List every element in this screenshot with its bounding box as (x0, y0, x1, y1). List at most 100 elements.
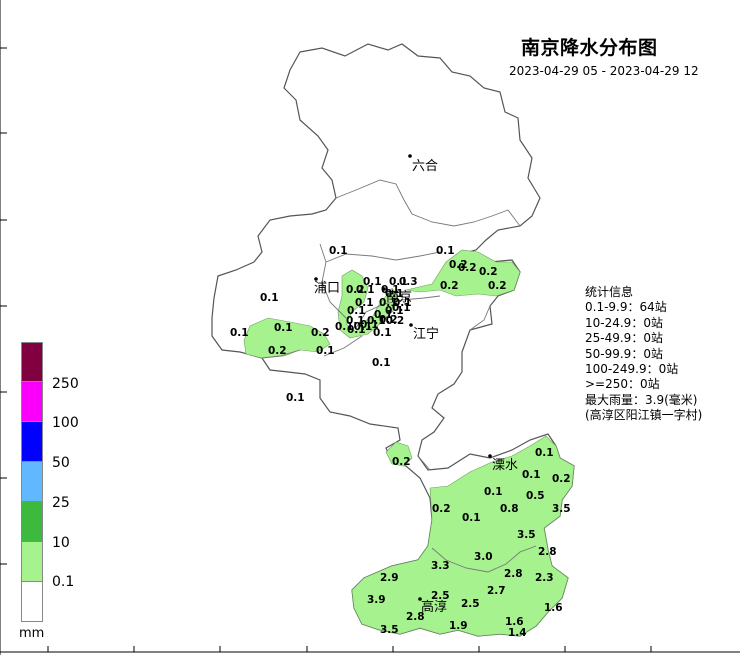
stats-heading: 统计信息 (585, 285, 634, 299)
stats-line: 最大雨量：3.9(毫米) (585, 392, 698, 407)
rain-value-label: 0.1 (389, 276, 408, 288)
stats-line: 0.1-9.9：64站 (585, 300, 667, 315)
rain-value-label: 0.3 (399, 276, 418, 288)
rain-value-label: 0.2 (458, 262, 477, 274)
rain-areas (243, 249, 575, 637)
rain-value-label: 0.2 (552, 473, 571, 485)
rain-value-label: 0.2 (379, 314, 398, 326)
rain-value-label: 3.5 (517, 529, 536, 541)
color-legend (21, 342, 43, 622)
rain-value-label: 0.1 (436, 245, 455, 257)
rain-value-label: 0.2 (346, 284, 365, 296)
legend-label: 25 (52, 495, 70, 511)
rain-value-label: 0.1 (347, 324, 366, 336)
legend-swatch (21, 582, 43, 622)
rain-value-label: 0.1 (286, 392, 305, 404)
rain-value-label: 1.6 (544, 602, 563, 614)
city-label: 南京 (386, 289, 412, 305)
rain-area-lishui-west (385, 441, 413, 467)
legend-label: 50 (52, 455, 70, 471)
city-marker (382, 287, 386, 291)
rain-value-label: 3.5 (380, 624, 399, 636)
rain-area-south (351, 435, 575, 637)
rain-value-label: 0.1 (535, 447, 554, 459)
rain-value-label: 0.1 (329, 245, 348, 257)
rain-value-label: 0.1 (347, 305, 366, 317)
rain-value-label: 0.1 (373, 327, 392, 339)
rain-value-label: 0.1 (379, 297, 398, 309)
city-label: 江宁 (413, 326, 439, 342)
legend-swatch (21, 342, 43, 382)
legend-unit: mm (19, 626, 45, 641)
stats-line: 100-249.9：0站 (585, 362, 679, 377)
rain-area-northeast (405, 249, 521, 297)
rain-value-label: 1.9 (449, 620, 468, 632)
rain-value-label: 0.1 (260, 292, 279, 304)
city-label: 溧水 (492, 458, 518, 473)
rain-value-label: 0.10.1 (335, 321, 372, 333)
statistics-panel: 统计信息 0.1-9.9：64站 10-24.9：0站 25-49.9：0站 5… (585, 285, 702, 424)
rain-value-label: 0.1 (355, 297, 374, 309)
stats-line: 10-24.9：0站 (585, 315, 663, 330)
rain-value-label: 0.2 (488, 280, 507, 292)
rain-value-label: 0.10.2 (367, 315, 404, 327)
rain-value-label: 0.1 (372, 357, 391, 369)
rain-value-label: 2.7 (487, 585, 506, 597)
legend-swatch (21, 502, 43, 542)
rain-value-label: 0.2 (432, 503, 451, 515)
rain-area-center (337, 269, 399, 339)
rain-value-label: 2.8 (406, 611, 425, 623)
city-label: 浦口 (314, 281, 340, 296)
rain-value-label: 0.1 (385, 288, 404, 300)
stats-line: >=250：0站 (585, 377, 660, 392)
rain-value-label: 0.2 (449, 259, 468, 271)
rain-value-label: 2.3 (535, 572, 554, 584)
rain-value-label: 2.8 (504, 568, 523, 580)
rain-value-label: 0.1 (356, 284, 375, 296)
legend-swatch (21, 422, 43, 462)
rain-value-label: 0.1 (374, 309, 393, 321)
rain-value-label: 0.1 (360, 319, 379, 331)
rain-value-label: 3.0 (474, 551, 493, 563)
legend-label: 100 (52, 415, 79, 431)
district-boundaries (261, 179, 537, 573)
rain-value-label: 2.8 (538, 546, 557, 558)
rain-value-label: 0.1 (363, 276, 382, 288)
legend-swatch (21, 462, 43, 502)
city-marker (408, 154, 412, 158)
rain-value-label: 0.1 (522, 469, 541, 481)
rain-value-label: 0.1 (392, 302, 411, 314)
rain-value-label: 0.8 (500, 503, 519, 515)
rain-value-label: 1.6 (505, 616, 524, 628)
city-marker (418, 597, 422, 601)
stats-line: 25-49.9：0站 (585, 331, 663, 346)
city-marker (409, 323, 413, 327)
map-title: 南京降水分布图 (521, 37, 658, 59)
legend-swatch (21, 542, 43, 582)
rain-value-label: 0.5 (526, 490, 545, 502)
stats-line: (高淳区阳江镇一字村) (585, 408, 703, 423)
rain-value-label: 0.2 (440, 280, 459, 292)
rain-value-label: 3.3 (431, 560, 450, 572)
legend-label: 10 (52, 535, 70, 551)
rain-value-label: 1.4 (508, 627, 527, 639)
city-marker (488, 454, 492, 458)
rain-value-label: 2.5 (431, 590, 450, 602)
rain-value-label: 2.9 (380, 572, 399, 584)
rain-value-label: 2.5 (461, 598, 480, 610)
rain-value-label: 0.1 (316, 345, 335, 357)
rain-value-label: 0.1 (385, 305, 404, 317)
legend-label: 0.1 (52, 574, 75, 590)
rain-value-label: 0.1 (346, 315, 365, 327)
rain-value-label: 0.2 (392, 456, 411, 468)
rain-value-label: 0.1 (274, 322, 293, 334)
rain-value-label: 3.5 (552, 503, 571, 515)
stats-line: 50-99.9：0站 (585, 346, 663, 361)
city-marker (314, 277, 318, 281)
rain-value-label: 0.2 (268, 345, 287, 357)
rain-value-label: 0.2 (311, 327, 330, 339)
rain-value-label: 3.9 (367, 594, 386, 606)
